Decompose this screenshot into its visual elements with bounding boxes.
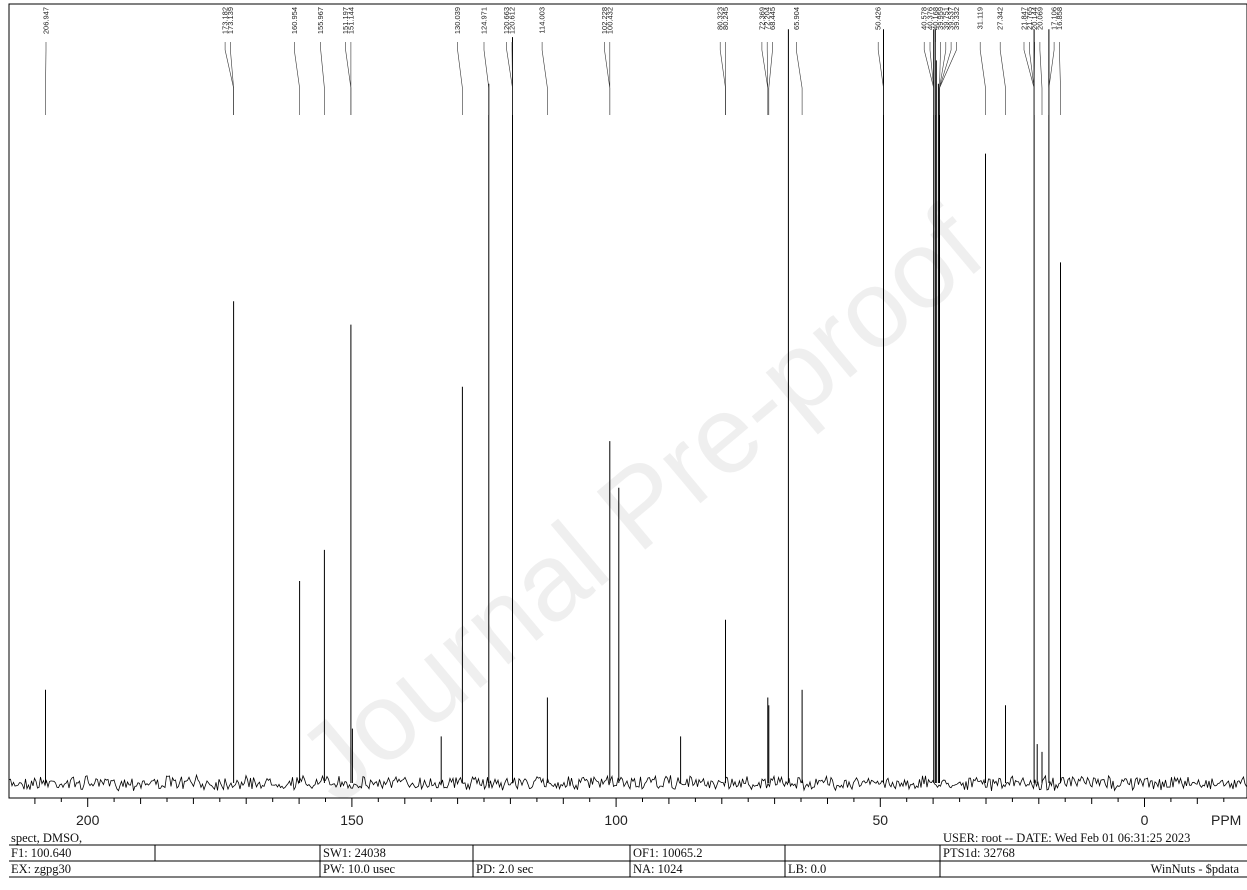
peak-leader-18 xyxy=(768,42,773,115)
peak-label-0: 206.947 xyxy=(42,7,51,34)
peak-label-17: 72.204 xyxy=(763,7,772,30)
peak-label-25: 39.751 xyxy=(941,7,950,30)
footer-user-date: USER: root -- DATE: Wed Feb 01 06:31:25 … xyxy=(943,831,1191,845)
peak-label-14: 80.323 xyxy=(716,7,725,30)
peak-leader-30 xyxy=(1023,42,1035,115)
peak-label-30: 21.847 xyxy=(1020,7,1029,30)
peak-leader-2 xyxy=(230,42,234,115)
peak-label-22: 40.376 xyxy=(926,7,935,30)
peak-label-32: 20.144 xyxy=(1030,7,1039,30)
peak-label-28: 31.119 xyxy=(976,7,985,29)
peak-leader-29 xyxy=(999,42,1006,115)
peak-leader-7 xyxy=(457,42,463,115)
peak-label-19: 65.904 xyxy=(792,7,801,30)
peak-label-20: 50.426 xyxy=(874,7,883,30)
peak-leader-17 xyxy=(766,42,769,115)
footer-lb: LB: 0.0 xyxy=(788,862,827,876)
peak-leader-0 xyxy=(45,42,47,115)
peak-leader-19 xyxy=(795,42,803,115)
footer-pd: PD: 2.0 sec xyxy=(476,862,534,876)
footer-software: WinNuts - $pdata xyxy=(1150,862,1239,876)
peak-label-2: 173.139 xyxy=(226,7,235,34)
footer-na: NA: 1024 xyxy=(633,862,683,876)
plot-frame xyxy=(8,3,1247,799)
peak-label-4: 155.967 xyxy=(316,7,325,34)
peak-label-7: 130.039 xyxy=(453,7,462,34)
x-tick-label-100: 100 xyxy=(604,812,628,828)
footer-ex: EX: zgpg30 xyxy=(11,862,72,876)
peak-label-35: 16.858 xyxy=(1055,7,1064,30)
x-axis-label: PPM xyxy=(1211,812,1241,828)
peak-label-29: 27.342 xyxy=(996,7,1005,30)
peak-label-1: 173.182 xyxy=(221,7,230,34)
peak-leader-11 xyxy=(541,42,548,115)
footer-f1: F1: 100.640 xyxy=(11,846,72,860)
peak-label-12: 102.228 xyxy=(600,7,609,34)
peak-leader-14 xyxy=(719,42,726,115)
footer-solvent: spect, DMSO, xyxy=(11,831,83,845)
peak-leader-16 xyxy=(761,42,769,115)
peak-label-26: 39.537 xyxy=(947,7,956,30)
peak-leader-3 xyxy=(293,42,300,115)
peak-label-9: 120.663 xyxy=(502,7,511,34)
peak-leader-8 xyxy=(483,42,490,115)
peak-leader-1 xyxy=(224,42,234,115)
peak-leader-20 xyxy=(877,42,884,115)
x-tick-label-0: 0 xyxy=(1141,812,1149,828)
footer-grid xyxy=(9,844,1247,878)
x-tick-label-200: 200 xyxy=(76,812,100,828)
x-tick-label-50: 50 xyxy=(873,812,889,828)
peak-leader-4 xyxy=(320,42,325,115)
peak-label-10: 120.612 xyxy=(508,7,517,34)
x-axis-ticks: 200 150 100 50 0 xyxy=(34,798,1225,828)
peak-label-18: 68.445 xyxy=(768,7,777,30)
footer-pts: PTS1d: 32768 xyxy=(943,846,1015,860)
peak-label-6: 151.144 xyxy=(346,7,355,34)
peak-label-13: 100.432 xyxy=(605,7,614,34)
peak-label-3: 160.954 xyxy=(290,7,299,34)
peak-label-24: 39.959 xyxy=(936,7,945,30)
peak-leader-10 xyxy=(511,42,513,115)
peak-leader-27 xyxy=(939,42,957,115)
peak-leader-33 xyxy=(1039,42,1043,115)
peak-label-8: 124.971 xyxy=(480,7,489,34)
footer-pw: PW: 10.0 usec xyxy=(323,862,396,876)
peak-leader-9 xyxy=(506,42,513,115)
peak-label-16: 72.369 xyxy=(757,7,766,30)
peak-label-23: 40.168 xyxy=(931,7,940,30)
baseline-noise xyxy=(8,773,1247,792)
peak-leader-5 xyxy=(345,42,352,115)
peak-leader-28 xyxy=(979,42,986,115)
peak-label-27: 39.332 xyxy=(952,7,961,30)
peak-leader-32 xyxy=(1033,42,1035,115)
x-tick-label-150: 150 xyxy=(340,812,364,828)
peak-label-33: 20.069 xyxy=(1035,7,1044,30)
footer-of1: OF1: 10065.2 xyxy=(633,846,703,860)
peak-label-34: 17.106 xyxy=(1050,7,1059,30)
peak-leader-21 xyxy=(923,42,935,115)
peak-leader-22 xyxy=(929,42,935,115)
peak-label-21: 40.578 xyxy=(920,7,929,30)
peak-label-5: 151.197 xyxy=(341,7,350,34)
peak-leader-34 xyxy=(1048,42,1055,115)
footer-sw1: SW1: 24038 xyxy=(323,846,386,860)
peaks-layer xyxy=(45,29,1061,783)
peak-label-31: 21.765 xyxy=(1025,7,1034,30)
peak-leader-12 xyxy=(604,42,611,115)
peak-label-15: 80.245 xyxy=(721,7,730,30)
peak-label-11: 114.003 xyxy=(538,7,547,34)
peak-leader-35 xyxy=(1059,42,1061,115)
